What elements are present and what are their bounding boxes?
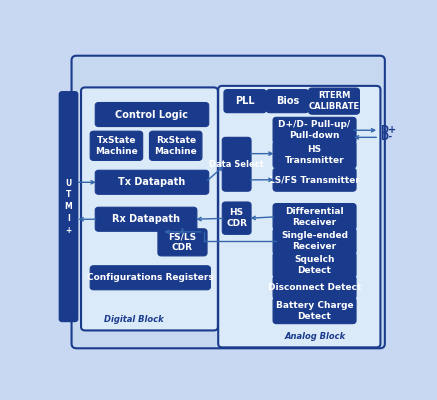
Text: PLL: PLL [235,96,255,106]
FancyBboxPatch shape [72,56,385,348]
Text: Data Select: Data Select [209,160,264,169]
FancyBboxPatch shape [158,229,207,256]
FancyBboxPatch shape [224,90,266,113]
Text: D-: D- [380,132,392,142]
FancyBboxPatch shape [95,170,209,194]
FancyBboxPatch shape [59,92,78,322]
Text: Differential
Receiver: Differential Receiver [285,206,344,227]
Text: HS
CDR: HS CDR [226,208,247,228]
Text: HS
Transmitter: HS Transmitter [285,144,344,165]
Text: U
T
M
I
+: U T M I + [65,178,73,235]
Text: Disconnect Detect: Disconnect Detect [268,283,361,292]
FancyBboxPatch shape [222,202,251,234]
Text: Single-ended
Receiver: Single-ended Receiver [281,231,348,251]
FancyBboxPatch shape [309,88,359,114]
Text: RxState
Machine: RxState Machine [154,136,197,156]
Text: Tx Datapath: Tx Datapath [118,177,186,187]
Text: D+: D+ [380,125,396,135]
Text: Digital Block: Digital Block [104,316,164,324]
Text: TxState
Machine: TxState Machine [95,136,138,156]
FancyBboxPatch shape [273,252,356,278]
FancyBboxPatch shape [273,298,356,324]
Text: Rx Datapath: Rx Datapath [112,214,180,224]
FancyBboxPatch shape [273,141,356,168]
FancyBboxPatch shape [222,137,251,191]
FancyBboxPatch shape [95,102,209,126]
FancyBboxPatch shape [90,131,142,160]
FancyBboxPatch shape [273,228,356,254]
FancyBboxPatch shape [273,168,356,191]
Text: RTERM
CALIBRATE: RTERM CALIBRATE [309,91,360,111]
FancyBboxPatch shape [266,90,309,113]
FancyBboxPatch shape [273,204,356,230]
FancyBboxPatch shape [218,86,381,347]
Text: Configurations Registers: Configurations Registers [87,273,214,282]
FancyBboxPatch shape [273,117,356,144]
Text: Analog Block: Analog Block [284,332,345,342]
Text: LS/FS Transmitter: LS/FS Transmitter [269,175,360,184]
Text: FS/LS
CDR: FS/LS CDR [168,232,197,252]
Text: Control Logic: Control Logic [115,110,188,120]
FancyBboxPatch shape [273,276,356,299]
Text: Battery Charge
Detect: Battery Charge Detect [276,300,354,321]
FancyBboxPatch shape [90,266,211,290]
FancyBboxPatch shape [149,131,202,160]
FancyBboxPatch shape [95,207,197,231]
FancyBboxPatch shape [81,88,218,330]
Text: Bios: Bios [276,96,299,106]
Text: D+/D- Pull-up/
Pull-down: D+/D- Pull-up/ Pull-down [278,120,350,140]
Text: Squelch
Detect: Squelch Detect [294,255,335,275]
